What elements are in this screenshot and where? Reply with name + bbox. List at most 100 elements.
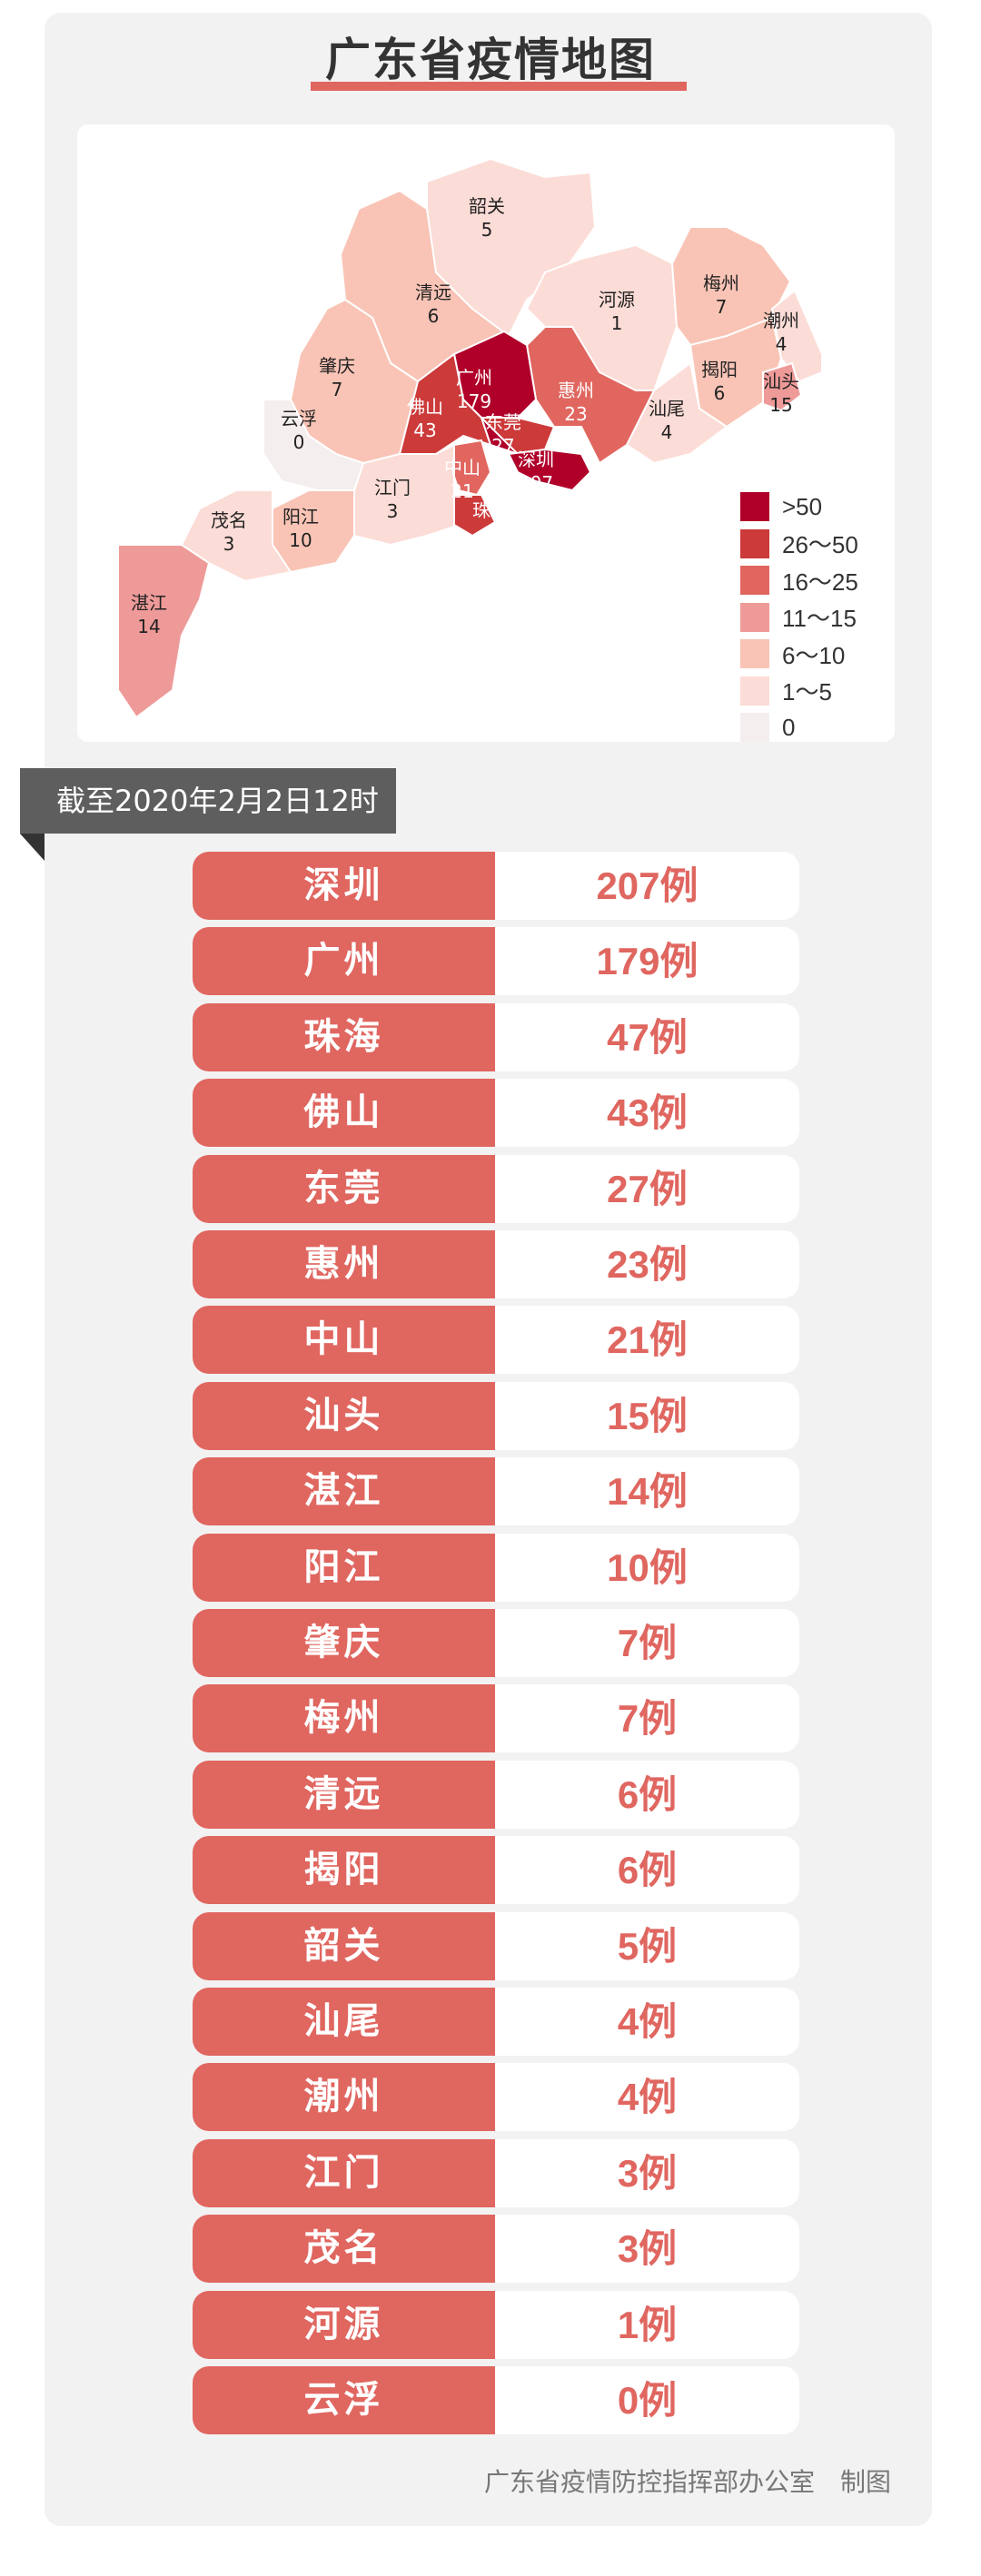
city-name: 河源 [193, 2290, 495, 2359]
case-count: 7例 [617, 1622, 678, 1664]
map-region-count: 7 [716, 296, 728, 318]
case-count: 4例 [617, 2000, 678, 2043]
map-region-name: 云浮 [281, 408, 317, 429]
city-name: 汕头 [193, 1381, 495, 1450]
legend-label: 11～15 [782, 605, 857, 632]
legend-item: 16～25 [740, 566, 858, 596]
date-banner: 截至2020年2月2日12时 [20, 768, 396, 834]
case-count: 10例 [607, 1545, 688, 1589]
city-row: 中山 21例 [193, 1306, 799, 1375]
legend-item: 6～10 [740, 639, 846, 669]
map-region [670, 226, 792, 347]
city-row: 韶关 5例 [193, 1911, 799, 1980]
case-count: 6例 [617, 1772, 678, 1816]
map-region-count: 0 [293, 431, 305, 453]
city-row: 东莞 27例 [193, 1154, 799, 1223]
map-region-count: 23 [564, 403, 587, 425]
map-region-name: 江门 [374, 477, 411, 498]
city-name: 深圳 [193, 852, 495, 920]
legend-label: 1～5 [782, 678, 832, 706]
case-count: 14例 [607, 1470, 688, 1514]
map-region-name: 珠海 [472, 499, 509, 521]
map-region-name: 肇庆 [319, 355, 355, 377]
map-region-name: 佛山 [407, 396, 443, 418]
map-region [263, 399, 365, 491]
map-region [479, 417, 556, 456]
case-count: 3例 [617, 2227, 678, 2271]
map-region [117, 544, 211, 719]
map-region-count: 207 [519, 472, 553, 494]
legend-item: 0 [740, 713, 795, 742]
map-region-name: 惠州 [558, 380, 594, 401]
map-region-count: 5 [481, 219, 493, 241]
city-name: 佛山 [193, 1079, 495, 1148]
case-count: 15例 [607, 1394, 688, 1437]
legend-swatch [740, 566, 769, 595]
case-count: 21例 [607, 1318, 688, 1362]
banner-fold [20, 834, 45, 861]
city-name: 惠州 [193, 1230, 495, 1298]
legend-item: 1～5 [740, 676, 832, 706]
city-row: 清远 6例 [193, 1760, 799, 1829]
legend-item: 26～50 [740, 528, 858, 558]
map-region-count: 3 [223, 533, 235, 555]
city-name: 江门 [193, 2138, 495, 2207]
map-region-count: 6 [714, 382, 726, 404]
map-region-name: 河源 [599, 289, 635, 311]
city-name: 云浮 [193, 2366, 495, 2434]
map-region-name: 中山 [444, 457, 481, 479]
city-name: 梅州 [193, 1684, 495, 1753]
legend-swatch [740, 639, 769, 668]
legend-swatch [740, 492, 769, 521]
city-row: 肇庆 7例 [193, 1609, 799, 1677]
city-name: 茂名 [193, 2215, 495, 2284]
city-row: 深圳 207例 [193, 852, 799, 920]
case-count: 1例 [617, 2303, 678, 2346]
legend-label: >50 [782, 492, 823, 520]
city-row: 云浮 0例 [193, 2366, 799, 2434]
map-region [525, 326, 656, 465]
city-row: 湛江 14例 [193, 1457, 799, 1526]
city-name: 清远 [193, 1760, 495, 1829]
case-count: 207例 [596, 864, 699, 907]
map-region-name: 湛江 [131, 592, 167, 614]
map-region [507, 448, 592, 492]
city-name: 中山 [193, 1306, 495, 1375]
title-underline [311, 82, 687, 91]
city-row: 江门 3例 [193, 2138, 799, 2207]
legend-swatch [740, 676, 769, 706]
city-row: 潮州 4例 [193, 2063, 799, 2132]
legend-swatch [740, 713, 769, 742]
map-region [272, 489, 355, 574]
legend-item: 11～15 [740, 602, 857, 632]
guangdong-map: 韶关5清远6河源1梅州7潮州4揭阳6汕头15汕尾4惠州23广州179东莞27深圳… [117, 157, 823, 719]
map-region-name: 茂名 [211, 509, 247, 531]
legend-label: 6～10 [782, 641, 846, 669]
city-name: 肇庆 [193, 1609, 495, 1677]
map-region-count: 43 [413, 419, 436, 441]
map-region-count: 179 [457, 390, 491, 412]
legend-swatch [740, 602, 769, 632]
case-count: 3例 [617, 2151, 678, 2195]
case-count: 23例 [607, 1243, 688, 1286]
case-count: 6例 [617, 1849, 678, 1892]
legend-label: 16～25 [782, 568, 858, 596]
map-region-name: 揭阳 [701, 359, 738, 380]
map-region-count: 47 [479, 523, 501, 545]
case-count: 43例 [607, 1091, 688, 1135]
case-count: 27例 [607, 1167, 688, 1210]
city-row: 珠海 47例 [193, 1002, 799, 1071]
legend-label: 0 [782, 713, 796, 741]
case-count: 47例 [607, 1015, 688, 1059]
city-row: 阳江 10例 [193, 1533, 799, 1602]
map-region-name: 韶关 [469, 195, 505, 217]
city-name: 阳江 [193, 1533, 495, 1602]
map-region-count: 14 [137, 616, 160, 637]
city-row: 汕尾 4例 [193, 1988, 799, 2056]
map-region-count: 4 [661, 421, 673, 443]
map-region-name: 梅州 [703, 272, 739, 294]
map-region-count: 27 [491, 435, 514, 457]
map-region-count: 6 [428, 305, 440, 327]
map-region [762, 361, 803, 412]
case-count: 4例 [617, 2076, 678, 2119]
